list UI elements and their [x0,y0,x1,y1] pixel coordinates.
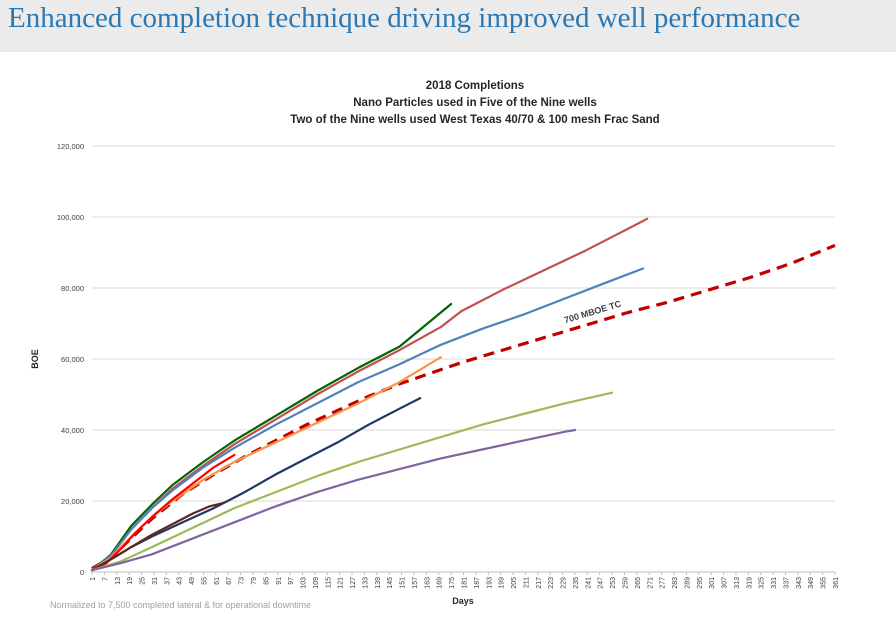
x-tick-label: 211 [523,577,530,588]
well-6-line [90,397,422,572]
y-axis-label: BOE [30,349,40,369]
x-tick-label: 241 [585,577,592,589]
x-tick-label: 265 [635,577,642,589]
x-tick-label: 229 [561,577,568,589]
x-tick-label: 301 [709,577,716,589]
x-tick-label: 37 [164,577,171,585]
x-axis-label: Days [452,596,474,606]
x-tick-label: 349 [808,577,815,589]
x-tick-label: 157 [412,577,419,589]
x-tick-label: 199 [499,577,506,589]
x-tick-label: 91 [276,577,283,585]
well-8-line [90,391,614,572]
x-tick-label: 307 [722,577,729,589]
page-title: Enhanced completion technique driving im… [8,2,801,34]
x-tick-label: 73 [239,577,246,585]
cumulative-boe-chart: 0 20,000 40,000 60,000 80,000 100,000 120,000 1… [30,80,840,606]
x-tick-label: 193 [486,577,493,589]
y-tick-label: 100,000 [57,213,84,222]
x-tick-label: 313 [734,577,741,589]
x-tick-label: 355 [821,577,828,589]
x-tick-label: 109 [313,577,320,589]
x-tick-label: 1 [90,577,97,581]
x-tick-label: 139 [375,577,382,589]
x-tick-label: 343 [796,577,803,589]
x-tick-label: 115 [325,577,332,588]
x-tick-label: 25 [140,577,147,585]
x-tick-label: 247 [598,577,605,589]
well-3-line [90,267,645,572]
x-tick-label: 49 [189,577,196,585]
x-tick-label: 361 [833,577,840,589]
y-tick-label: 80,000 [61,284,84,293]
x-tick-label: 55 [201,577,208,585]
x-tick-label: 97 [288,577,295,585]
well-2-line [90,302,453,572]
x-tick-label: 151 [400,577,407,589]
y-tick-label: 20,000 [61,497,84,506]
x-tick-label: 13 [115,577,122,585]
x-tick-label: 319 [746,577,753,589]
x-tick-label: 79 [251,577,258,585]
y-tick-label: 0 [80,568,84,577]
y-tick-label: 60,000 [61,355,84,364]
x-tick-label: 163 [424,577,431,589]
x-tick-label: 169 [437,577,444,589]
x-tick-label: 235 [573,577,580,589]
x-tick-label: 295 [697,577,704,589]
x-tick-label: 175 [449,577,456,589]
x-tick-label: 133 [362,577,369,589]
header-bar: Enhanced completion technique driving im… [0,0,896,52]
chart-title-line: Two of the Nine wells used West Texas 40… [290,114,659,126]
x-tick-label: 127 [350,577,357,589]
x-tick-label: 253 [610,577,617,589]
series-layer [90,217,836,572]
x-tick-label: 187 [474,577,481,589]
x-tick-label: 181 [462,577,469,589]
y-tick-label: 40,000 [61,426,84,435]
x-tick-label: 121 [338,577,345,589]
x-tick-label: 259 [622,577,629,589]
footnote: Normalized to 7,500 completed lateral & … [50,600,312,610]
x-tick-label: 217 [536,577,543,589]
well-7-line [90,501,226,572]
x-tick-label: 61 [214,577,221,585]
x-tick-label: 85 [263,577,270,585]
x-tick-label: 331 [771,577,778,589]
chart-title-line: Nano Particles used in Five of the Nine … [353,97,596,109]
x-tick-label: 223 [548,577,555,589]
x-tick-label: 325 [759,577,766,589]
y-tick-label: 120,000 [57,142,84,151]
x-tick-label: 283 [672,577,679,589]
x-tick-label: 43 [177,577,184,585]
x-tick-label: 103 [301,577,308,589]
x-tick-label: 19 [127,577,134,585]
x-tick-label: 67 [226,577,233,585]
label-layer: 2018 Completions Nano Particles used in F… [30,80,660,606]
axis-layer: 0 20,000 40,000 60,000 80,000 100,000 120,000 1… [57,142,840,589]
x-tick-label: 145 [387,577,394,589]
x-tick-label: 7 [102,577,109,581]
x-tick-label: 31 [152,577,159,585]
x-tick-label: 205 [511,577,518,589]
x-tick-label: 337 [783,577,790,589]
type-curve-annotation: 700 MBOE TC [563,298,623,325]
well-9-line [90,428,577,572]
chart-title-line: 2018 Completions [426,80,524,92]
x-tick-label: 289 [684,577,691,589]
x-tick-label: 277 [660,577,667,589]
x-tick-label: 271 [647,577,654,589]
type-curve-line [91,243,836,570]
